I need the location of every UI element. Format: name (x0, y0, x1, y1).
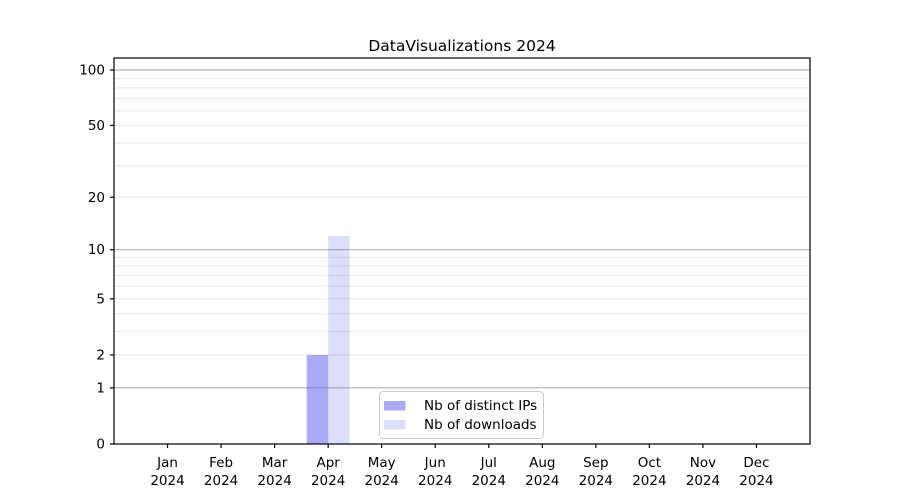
x-tick-label-mar: Mar (262, 455, 288, 471)
x-tick-label-may: May (368, 455, 396, 471)
x-tick-sublabel-oct: 2024 (632, 473, 666, 489)
x-tick-sublabel-mar: 2024 (257, 473, 291, 489)
x-tick-sublabel-nov: 2024 (686, 473, 720, 489)
x-tick-label-nov: Nov (690, 455, 716, 471)
legend: Nb of distinct IPs Nb of downloads (379, 391, 544, 439)
y-axis-labels: 0 1 2 5 10 20 50 100 (79, 63, 105, 453)
x-tick-label-jun: Jun (424, 455, 446, 471)
legend-swatch-distinct-ips (384, 401, 406, 411)
x-tick-label-jan: Jan (156, 455, 178, 471)
x-tick-label-aug: Aug (529, 455, 555, 471)
x-tick-sublabel-apr: 2024 (311, 473, 345, 489)
x-tick-label-jul: Jul (480, 455, 497, 471)
x-tick-label-oct: Oct (638, 455, 661, 471)
x-tick-label-feb: Feb (209, 455, 233, 471)
x-tick-label-dec: Dec (743, 455, 769, 471)
axis-ticks (110, 69, 758, 448)
y-tick-label-5: 5 (96, 291, 105, 307)
legend-label-downloads: Nb of downloads (424, 417, 537, 433)
x-tick-sublabel-may: 2024 (365, 473, 399, 489)
bars (306, 236, 350, 444)
x-tick-label-apr: Apr (316, 455, 340, 471)
x-tick-sublabel-jun: 2024 (418, 473, 452, 489)
x-tick-sublabel-feb: 2024 (204, 473, 238, 489)
x-tick-sublabel-aug: 2024 (525, 473, 559, 489)
x-tick-sublabel-dec: 2024 (739, 473, 773, 489)
y-tick-label-50: 50 (88, 118, 105, 134)
gridlines (114, 69, 810, 389)
y-tick-label-100: 100 (79, 63, 105, 79)
y-tick-label-10: 10 (88, 242, 105, 258)
x-tick-sublabel-sep: 2024 (579, 473, 613, 489)
legend-swatch-downloads (384, 420, 406, 430)
bar-apr-distinct-ips (306, 354, 329, 444)
plot-border (113, 57, 811, 445)
y-tick-label-0: 0 (96, 437, 105, 453)
y-tick-label-1: 1 (96, 380, 105, 396)
y-tick-label-2: 2 (96, 347, 105, 363)
x-axis-labels: Jan 2024 Feb 2024 Mar 2024 Apr 2024 May 2024 Jun 20… (150, 455, 773, 489)
bar-apr-downloads (328, 236, 350, 444)
x-tick-sublabel-jul: 2024 (472, 473, 506, 489)
x-tick-label-sep: Sep (583, 455, 608, 471)
y-tick-label-20: 20 (88, 190, 105, 206)
legend-label-distinct-ips: Nb of distinct IPs (424, 398, 537, 414)
x-tick-sublabel-jan: 2024 (150, 473, 184, 489)
chart-title: DataVisualizations 2024 (368, 37, 555, 55)
legend-box (379, 391, 544, 439)
